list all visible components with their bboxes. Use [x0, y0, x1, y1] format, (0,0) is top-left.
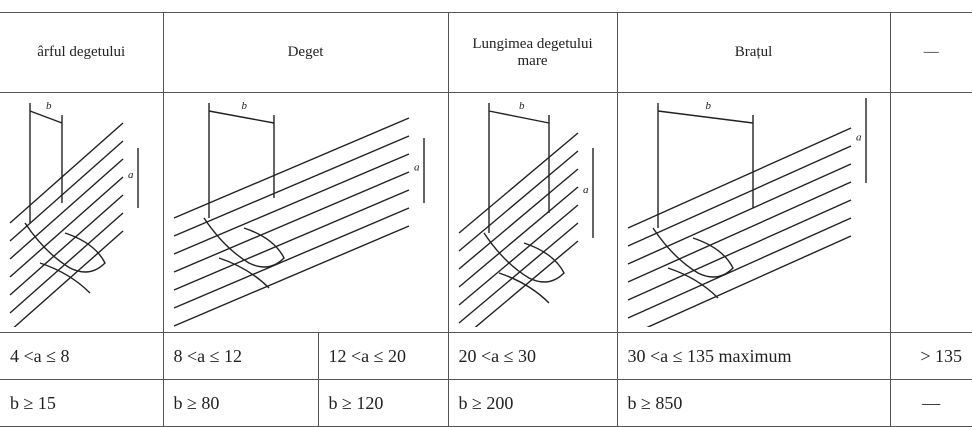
- dimension-label: b: [46, 100, 52, 112]
- hatch-line: [10, 213, 123, 313]
- hatch-line: [459, 169, 578, 269]
- cell: b ≥ 200: [448, 380, 617, 427]
- figure: ba: [0, 93, 163, 327]
- cell: > 135: [890, 333, 972, 380]
- dimension-label: b: [519, 100, 525, 112]
- hatch-line: [10, 195, 123, 295]
- dimension-label: a: [583, 184, 589, 196]
- hatch-line: [459, 133, 578, 233]
- cell: b ≥ 120: [318, 380, 448, 427]
- cell: 30 <a ≤ 135 maximum: [617, 333, 890, 380]
- figure: ba: [449, 93, 618, 327]
- dimension-label: a: [856, 132, 862, 144]
- dimension-line: [30, 111, 62, 123]
- dimension-label: a: [414, 162, 420, 174]
- row: b ≥ 15 b ≥ 80 b ≥ 120 b ≥ 200 b ≥ 850 —: [0, 380, 972, 427]
- cell: 8 <a ≤ 12: [163, 333, 318, 380]
- hatch-line: [10, 123, 123, 223]
- header-row: ârful degetului Deget Lungimea degetului…: [0, 13, 972, 93]
- header-cell: ârful degetului: [0, 13, 163, 93]
- hand-sketch: [653, 228, 733, 298]
- header-cell: Brațul: [617, 13, 890, 93]
- hatch-line: [459, 187, 578, 287]
- dimension-line: [209, 111, 274, 123]
- hatch-line: [459, 223, 578, 323]
- page: {"table":{"header":["ârful degetului","D…: [0, 0, 972, 427]
- cell: b ≥ 80: [163, 380, 318, 427]
- hatch-line: [10, 159, 123, 259]
- dimension-line: [658, 111, 753, 123]
- cell: —: [890, 380, 972, 427]
- hatch-line: [628, 182, 851, 282]
- figure: ba: [164, 93, 449, 327]
- figure: ba: [618, 93, 891, 327]
- cell: 12 <a ≤ 20: [318, 333, 448, 380]
- dimension-line: [489, 111, 549, 123]
- hatch-line: [628, 164, 851, 264]
- dimension-label: b: [241, 100, 247, 112]
- header-cell: Lungimea degetului mare: [448, 13, 617, 93]
- dimension-label: b: [705, 100, 711, 112]
- cell: 20 <a ≤ 30: [448, 333, 617, 380]
- hatch-line: [628, 200, 851, 300]
- cell: 4 <a ≤ 8: [0, 333, 163, 380]
- table: ârful degetului Deget Lungimea degetului…: [0, 12, 972, 427]
- hatch-line: [628, 128, 851, 228]
- hatch-line: [174, 226, 409, 326]
- dimension-label: a: [128, 169, 134, 181]
- hatch-line: [459, 151, 578, 251]
- cell: b ≥ 850: [617, 380, 890, 427]
- header-cell: Deget: [163, 13, 448, 93]
- figure-cell: [890, 93, 972, 333]
- hatch-line: [628, 146, 851, 246]
- cell: b ≥ 15: [0, 380, 163, 427]
- hatch-line: [628, 218, 851, 318]
- hatch-line: [174, 208, 409, 308]
- row: 4 <a ≤ 8 8 <a ≤ 12 12 <a ≤ 20 20 <a ≤ 30…: [0, 333, 972, 380]
- hatch-line: [459, 205, 578, 305]
- header-cell: —: [890, 13, 972, 93]
